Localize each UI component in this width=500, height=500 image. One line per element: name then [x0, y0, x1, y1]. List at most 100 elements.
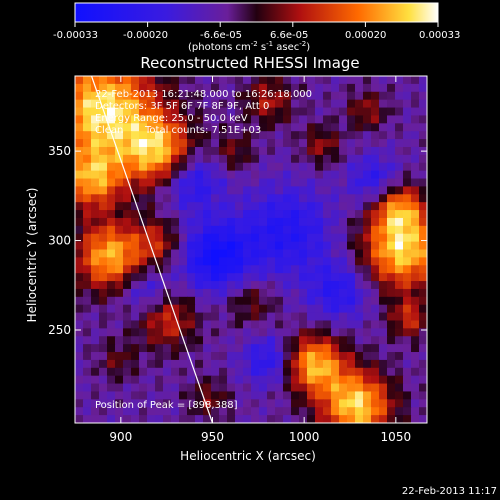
heatmap-cell — [379, 407, 388, 416]
heatmap-cell — [163, 83, 172, 93]
heatmap-cell — [243, 281, 252, 290]
heatmap-cell — [251, 91, 260, 101]
heatmap-cell — [387, 115, 396, 124]
heatmap-cell — [411, 233, 420, 243]
heatmap-cell — [395, 375, 404, 385]
heatmap-cell — [291, 233, 300, 243]
heatmap-cell — [171, 186, 180, 195]
heatmap-cell — [139, 225, 148, 235]
heatmap-cell — [123, 328, 132, 337]
heatmap-cell — [419, 352, 427, 361]
heatmap-cell — [107, 344, 116, 353]
heatmap-cell — [147, 273, 156, 282]
heatmap-cell — [107, 336, 116, 345]
heatmap-cell — [203, 225, 212, 235]
heatmap-cell — [411, 383, 420, 393]
heatmap-cell — [315, 170, 324, 180]
heatmap-cell — [323, 415, 332, 423]
heatmap-cell — [331, 391, 340, 400]
heatmap-cell — [155, 162, 164, 172]
heatmap-cell — [251, 320, 260, 329]
heatmap-cell — [307, 217, 316, 227]
heatmap-cell — [379, 399, 388, 408]
heatmap-cell — [235, 162, 244, 172]
heatmap-cell — [123, 273, 132, 282]
heatmap-cell — [339, 217, 348, 227]
heatmap-cell — [331, 194, 340, 203]
heatmap-cell — [147, 320, 156, 329]
heatmap-cell — [395, 225, 404, 235]
heatmap-cell — [339, 415, 348, 423]
y-axis-label: Heliocentric Y (arcsec) — [25, 188, 39, 323]
heatmap-cell — [75, 99, 84, 109]
heatmap-cell — [379, 225, 388, 235]
heatmap-cell — [275, 415, 284, 423]
heatmap-cell — [331, 107, 340, 117]
heatmap-cell — [163, 328, 172, 337]
heatmap-cell — [363, 99, 372, 109]
heatmap-cell — [411, 265, 420, 274]
heatmap-cell — [387, 399, 396, 408]
heatmap-cell — [251, 217, 260, 227]
heatmap-cell — [339, 352, 348, 361]
heatmap-cell — [251, 115, 260, 124]
heatmap-cell — [75, 162, 84, 172]
heatmap-cell — [187, 170, 196, 180]
heatmap-cell — [187, 99, 196, 109]
heatmap-cell — [395, 241, 404, 251]
heatmap-cell — [219, 83, 228, 93]
heatmap-cell — [315, 391, 324, 400]
heatmap-cell — [291, 320, 300, 329]
heatmap-cell — [315, 202, 324, 211]
heatmap-cell — [331, 170, 340, 180]
heatmap-cell — [267, 202, 276, 211]
heatmap-cell — [331, 123, 340, 132]
heatmap-cell — [315, 162, 324, 172]
heatmap-cell — [267, 281, 276, 290]
heatmap-cell — [99, 154, 108, 164]
heatmap-cell — [123, 99, 132, 109]
heatmap-cell — [107, 99, 116, 109]
heatmap-cell — [403, 233, 412, 243]
heatmap-cell — [99, 296, 108, 306]
heatmap-cell — [243, 210, 252, 219]
heatmap-cell — [251, 139, 260, 148]
heatmap-cell — [91, 375, 100, 385]
heatmap-cell — [195, 202, 204, 211]
heatmap-cell — [227, 344, 236, 353]
heatmap-cell — [307, 273, 316, 282]
heatmap-cell — [315, 225, 324, 235]
heatmap-cell — [235, 131, 244, 140]
heatmap-cell — [155, 139, 164, 148]
heatmap-cell — [251, 146, 260, 156]
heatmap-cell — [379, 139, 388, 148]
heatmap-cell — [339, 249, 348, 258]
heatmap-cell — [179, 407, 188, 416]
heatmap-cell — [131, 415, 140, 423]
heatmap-cell — [107, 288, 116, 298]
heatmap-cell — [315, 76, 324, 85]
heatmap-cell — [123, 115, 132, 124]
heatmap-cell — [307, 399, 316, 408]
heatmap-cell — [195, 154, 204, 164]
heatmap-cell — [75, 352, 84, 361]
heatmap-cell — [347, 210, 356, 219]
heatmap-cell — [227, 273, 236, 282]
heatmap-cell — [387, 217, 396, 227]
heatmap-cell — [171, 399, 180, 408]
heatmap-cell — [83, 210, 92, 219]
heatmap-cell — [75, 241, 84, 251]
heatmap-cell — [227, 281, 236, 290]
heatmap-cell — [115, 352, 124, 361]
heatmap-cell — [403, 217, 412, 227]
heatmap-cell — [387, 320, 396, 329]
heatmap-cell — [411, 170, 420, 180]
heatmap-cell — [307, 91, 316, 101]
heatmap-cell — [283, 407, 292, 416]
heatmap-cell — [419, 76, 427, 85]
heatmap-cell — [347, 186, 356, 195]
heatmap-cell — [195, 115, 204, 124]
heatmap-cell — [243, 233, 252, 243]
heatmap-cell — [131, 312, 140, 322]
heatmap-cell — [115, 217, 124, 227]
